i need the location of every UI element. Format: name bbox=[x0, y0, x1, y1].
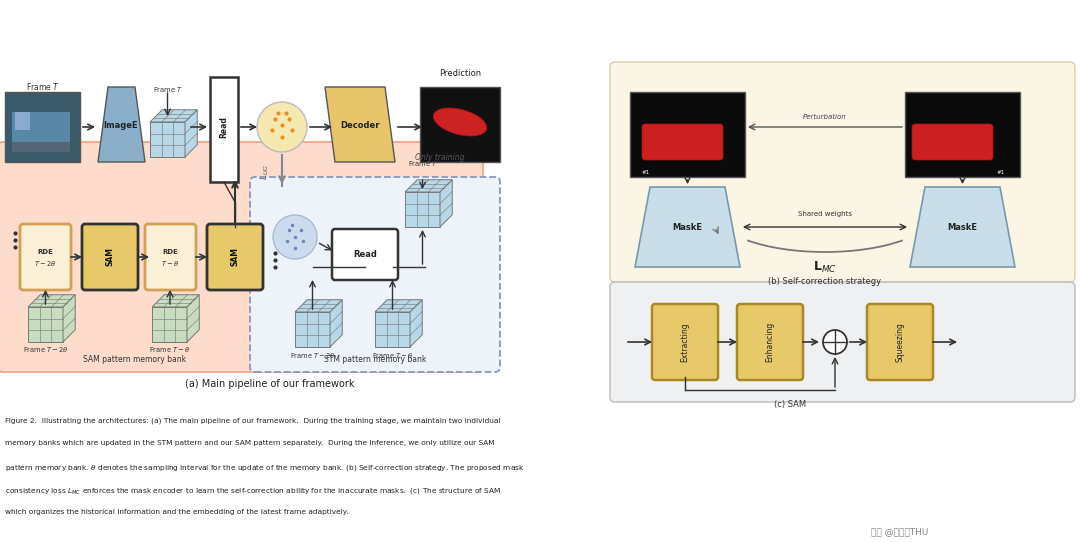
Text: Read: Read bbox=[353, 250, 377, 259]
Polygon shape bbox=[405, 192, 440, 227]
Text: #1: #1 bbox=[642, 171, 650, 176]
Polygon shape bbox=[98, 87, 145, 162]
Text: SAM pattern memory bank: SAM pattern memory bank bbox=[83, 354, 187, 364]
Text: $T-\theta$: $T-\theta$ bbox=[161, 260, 179, 268]
Polygon shape bbox=[152, 295, 199, 307]
Polygon shape bbox=[325, 87, 395, 162]
Bar bbox=[905, 92, 1020, 177]
Text: #1: #1 bbox=[997, 171, 1005, 176]
Polygon shape bbox=[330, 300, 342, 347]
Text: Frame $T$: Frame $T$ bbox=[152, 86, 183, 94]
Text: Extracting: Extracting bbox=[680, 322, 689, 362]
Text: MaskE: MaskE bbox=[947, 223, 977, 231]
Text: Frame $T-2\theta$: Frame $T-2\theta$ bbox=[23, 345, 68, 354]
Text: Frame $T-\theta$: Frame $T-\theta$ bbox=[149, 345, 191, 354]
Polygon shape bbox=[410, 300, 422, 347]
Polygon shape bbox=[152, 307, 187, 342]
Text: consistency loss $L_{MC}$ enforces the mask encoder to learn the self-correction: consistency loss $L_{MC}$ enforces the m… bbox=[5, 486, 501, 496]
FancyBboxPatch shape bbox=[737, 304, 804, 380]
Text: which organizes the historical information and the embedding of the latest frame: which organizes the historical informati… bbox=[5, 509, 349, 515]
Text: RDE: RDE bbox=[38, 249, 53, 255]
Polygon shape bbox=[28, 307, 63, 342]
FancyBboxPatch shape bbox=[610, 62, 1075, 282]
Text: Squeezing: Squeezing bbox=[895, 322, 905, 362]
Text: $\mathbf{L}_{MC}$: $\mathbf{L}_{MC}$ bbox=[813, 260, 837, 275]
Polygon shape bbox=[375, 312, 410, 347]
Bar bbox=[210, 77, 238, 182]
Polygon shape bbox=[150, 122, 185, 157]
Polygon shape bbox=[28, 295, 76, 307]
Ellipse shape bbox=[433, 108, 487, 136]
FancyBboxPatch shape bbox=[610, 282, 1075, 402]
Text: (b) Self-correction strategy: (b) Self-correction strategy bbox=[769, 278, 881, 287]
Text: Figure 2.  Illustrating the architectures: (a) The main pipeline of our framewor: Figure 2. Illustrating the architectures… bbox=[5, 417, 501, 423]
Circle shape bbox=[823, 330, 847, 354]
Bar bbox=[15, 112, 30, 130]
Text: Decoder: Decoder bbox=[340, 120, 380, 130]
FancyBboxPatch shape bbox=[249, 177, 500, 372]
Text: $L_{UG}$: $L_{UG}$ bbox=[259, 164, 271, 180]
FancyBboxPatch shape bbox=[21, 224, 71, 290]
FancyBboxPatch shape bbox=[0, 142, 483, 372]
Polygon shape bbox=[185, 109, 198, 157]
Polygon shape bbox=[150, 109, 198, 122]
Text: Prediction: Prediction bbox=[438, 69, 481, 79]
Text: STM pattern memory bank: STM pattern memory bank bbox=[324, 354, 427, 364]
Polygon shape bbox=[910, 187, 1015, 267]
Text: Frame $T-2\theta$: Frame $T-2\theta$ bbox=[289, 351, 335, 359]
FancyBboxPatch shape bbox=[867, 304, 933, 380]
Text: ImageE: ImageE bbox=[104, 120, 138, 130]
Polygon shape bbox=[187, 295, 199, 342]
FancyBboxPatch shape bbox=[912, 124, 993, 160]
Polygon shape bbox=[63, 295, 76, 342]
Bar bbox=[630, 92, 745, 177]
Text: SAM: SAM bbox=[230, 248, 240, 267]
Text: (a) Main pipeline of our framework: (a) Main pipeline of our framework bbox=[186, 379, 354, 389]
Text: pattern memory bank. $\theta$ denotes the sampling interval for the update of th: pattern memory bank. $\theta$ denotes th… bbox=[5, 463, 525, 473]
Text: $T-2\theta$: $T-2\theta$ bbox=[35, 260, 56, 268]
Bar bbox=[420, 87, 500, 162]
FancyBboxPatch shape bbox=[145, 224, 195, 290]
Text: Frame $T-\theta$: Frame $T-\theta$ bbox=[372, 351, 414, 359]
Circle shape bbox=[257, 102, 307, 152]
Text: Read: Read bbox=[219, 116, 229, 138]
Polygon shape bbox=[375, 300, 422, 312]
Polygon shape bbox=[635, 187, 740, 267]
Text: SAM: SAM bbox=[106, 248, 114, 267]
Text: Enhancing: Enhancing bbox=[766, 322, 774, 362]
FancyBboxPatch shape bbox=[82, 224, 138, 290]
Text: RDE: RDE bbox=[162, 249, 178, 255]
FancyBboxPatch shape bbox=[642, 124, 723, 160]
Text: (c) SAM: (c) SAM bbox=[774, 399, 806, 409]
FancyBboxPatch shape bbox=[332, 229, 399, 280]
Text: Frame $T$: Frame $T$ bbox=[407, 159, 437, 169]
Text: MaskE: MaskE bbox=[673, 223, 702, 231]
Bar bbox=[5, 92, 80, 162]
Polygon shape bbox=[440, 180, 453, 227]
Polygon shape bbox=[295, 312, 330, 347]
Circle shape bbox=[273, 215, 318, 259]
Bar bbox=[12, 142, 70, 152]
Bar bbox=[12, 112, 70, 142]
FancyBboxPatch shape bbox=[652, 304, 718, 380]
Text: Frame $T$: Frame $T$ bbox=[26, 81, 59, 93]
Polygon shape bbox=[405, 180, 453, 192]
Polygon shape bbox=[295, 300, 342, 312]
Text: Only training: Only training bbox=[415, 152, 464, 162]
Text: Perturbation: Perturbation bbox=[804, 114, 847, 120]
Text: 头条 @数据派THU: 头条 @数据派THU bbox=[872, 527, 929, 537]
FancyBboxPatch shape bbox=[207, 224, 264, 290]
Text: Shared weights: Shared weights bbox=[798, 211, 852, 217]
Text: memory banks which are updated in the STM pattern and our SAM pattern separately: memory banks which are updated in the ST… bbox=[5, 440, 495, 446]
